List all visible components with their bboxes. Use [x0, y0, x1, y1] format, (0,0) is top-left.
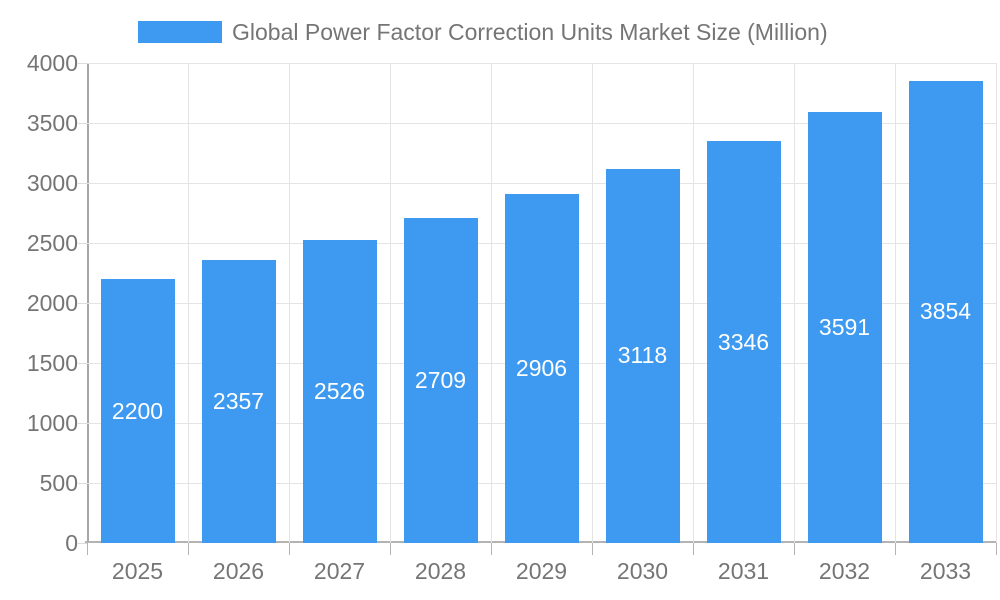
gridline-vertical: [592, 63, 593, 543]
x-axis-tick: [794, 543, 795, 555]
y-axis-tick: [78, 183, 87, 184]
x-axis-tick: [491, 543, 492, 555]
bar-value-label: 2906: [515, 355, 568, 382]
bar-2029[interactable]: 2906: [504, 194, 579, 543]
y-axis-tick: [78, 123, 87, 124]
gridline-vertical: [996, 63, 997, 543]
y-axis-label: 3000: [26, 170, 78, 196]
gridline-vertical: [693, 63, 694, 543]
y-axis-tick: [78, 423, 87, 424]
gridline-vertical: [794, 63, 795, 543]
x-axis-tick: [693, 543, 694, 555]
bar-2030[interactable]: 3118: [605, 168, 680, 543]
bar-value-label: 3118: [617, 342, 668, 369]
y-axis-tick: [78, 483, 87, 484]
gridline-vertical: [895, 63, 896, 543]
y-axis-label: 4000: [26, 50, 78, 76]
bar-value-label: 3346: [717, 328, 770, 355]
chart-legend: Global Power Factor Correction Units Mar…: [0, 14, 1000, 50]
x-axis-tick: [390, 543, 391, 555]
plot-area: 2200 2357 2526 2709 2906 3118 3346 3591 3854: [78, 63, 997, 555]
y-axis-tick: [78, 363, 87, 364]
y-axis-label: 1500: [26, 350, 78, 376]
y-axis-label: 2500: [26, 230, 78, 256]
bar-2028[interactable]: 2709: [403, 217, 478, 543]
bar-2033[interactable]: 3854: [908, 80, 983, 543]
y-axis-label: 500: [39, 470, 78, 496]
gridline-vertical: [289, 63, 290, 543]
bar-value-label: 2709: [414, 366, 467, 393]
bar-2025[interactable]: 2200: [100, 279, 175, 543]
x-axis-label: 2025: [111, 558, 164, 584]
y-axis-tick: [78, 303, 87, 304]
x-axis-tick: [289, 543, 290, 555]
bar-2026[interactable]: 2357: [201, 260, 276, 543]
gridline-horizontal: [87, 123, 996, 124]
legend-swatch[interactable]: [138, 21, 222, 43]
x-axis-label: 2028: [414, 558, 467, 584]
x-axis-tick: [592, 543, 593, 555]
x-axis-tick: [895, 543, 896, 555]
x-axis-label: 2026: [212, 558, 265, 584]
bar-2027[interactable]: 2526: [302, 239, 377, 543]
y-axis-tick: [78, 63, 87, 64]
x-axis-tick: [996, 543, 997, 555]
bar-2032[interactable]: 3591: [807, 112, 882, 543]
x-axis-label: 2027: [313, 558, 366, 584]
x-axis-tick: [188, 543, 189, 555]
gridline-vertical: [491, 63, 492, 543]
y-axis-tick: [78, 543, 87, 544]
gridline-horizontal: [87, 63, 996, 64]
x-axis-label: 2032: [818, 558, 871, 584]
bar-value-label: 2526: [313, 377, 366, 404]
y-axis-label: 0: [65, 530, 78, 556]
x-axis-tick: [87, 543, 88, 555]
bar-value-label: 3854: [919, 298, 972, 325]
x-axis-label: 2031: [717, 558, 770, 584]
y-axis-label: 1000: [26, 410, 78, 436]
gridline-vertical: [390, 63, 391, 543]
x-axis-label: 2029: [515, 558, 568, 584]
bar-value-label: 2200: [111, 397, 164, 424]
x-axis-label: 2030: [616, 558, 669, 584]
bar-2031[interactable]: 3346: [706, 141, 781, 543]
bar-value-label: 2357: [212, 388, 265, 415]
gridline-horizontal: [87, 183, 996, 184]
bar-value-label: 3591: [818, 314, 871, 341]
gridline-vertical: [188, 63, 189, 543]
x-axis-label: 2033: [919, 558, 972, 584]
y-axis-label: 3500: [26, 110, 78, 136]
y-axis-tick: [78, 243, 87, 244]
y-axis-label: 2000: [26, 290, 78, 316]
chart-title: Global Power Factor Correction Units Mar…: [232, 19, 828, 45]
